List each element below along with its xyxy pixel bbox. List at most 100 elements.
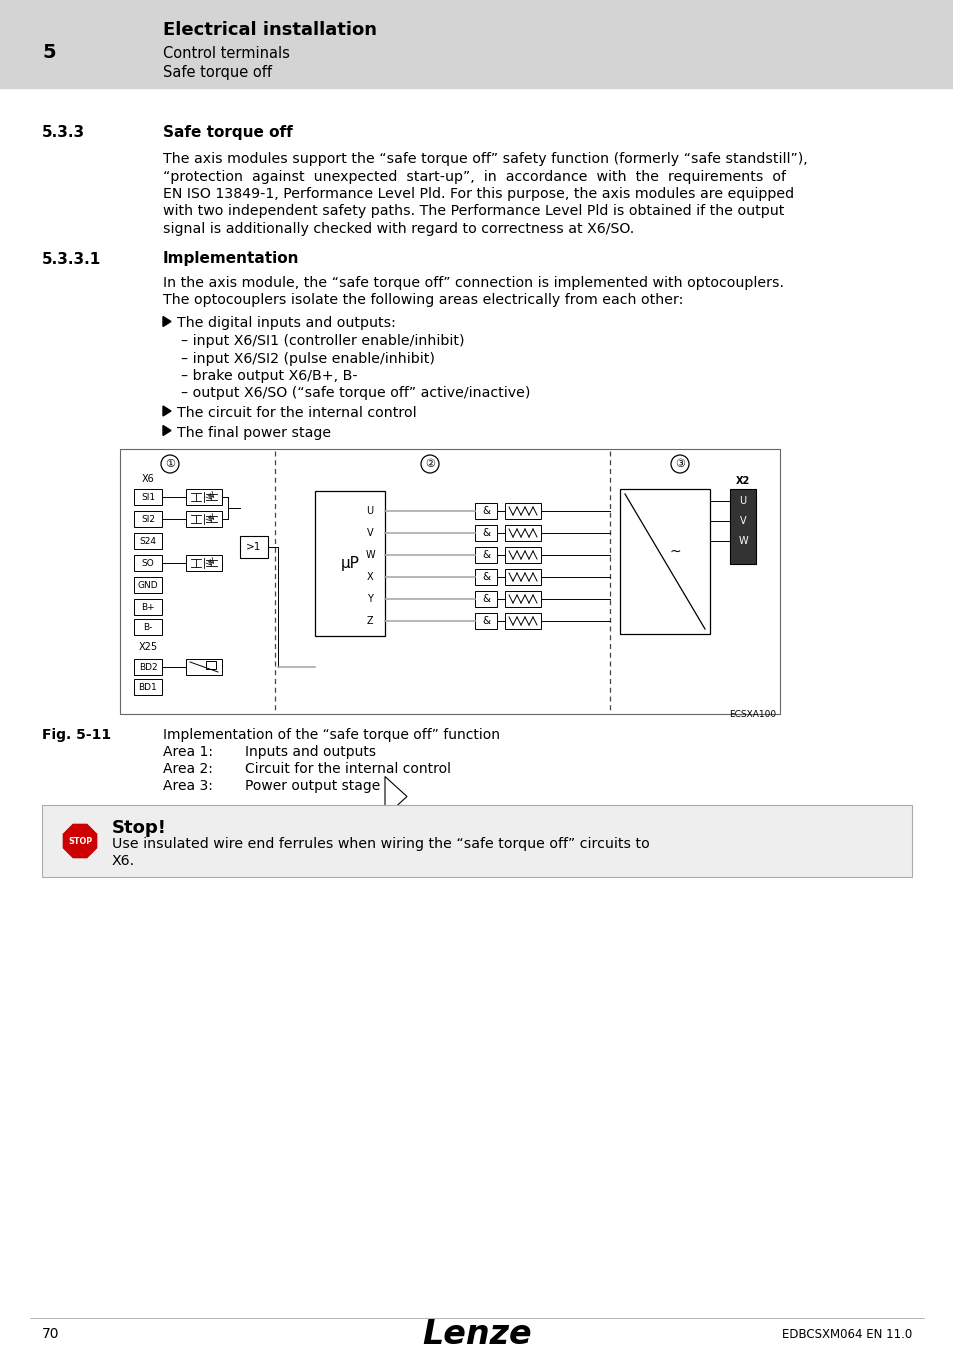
Bar <box>475 525 497 541</box>
Text: with two independent safety paths. The Performance Level Pld is obtained if the : with two independent safety paths. The P… <box>163 204 783 219</box>
Text: 70: 70 <box>42 1327 59 1341</box>
Text: X25: X25 <box>138 643 157 652</box>
Text: ~: ~ <box>668 544 680 559</box>
Text: – input X6/SI1 (controller enable/inhibit): – input X6/SI1 (controller enable/inhibi… <box>181 333 464 348</box>
Bar <box>186 489 222 505</box>
Bar <box>475 568 497 585</box>
Text: Fig. 5-11: Fig. 5-11 <box>42 728 111 743</box>
Text: V: V <box>366 528 373 539</box>
Text: BD1: BD1 <box>138 683 157 693</box>
Text: GND: GND <box>137 582 158 590</box>
Bar <box>619 489 709 634</box>
Text: X2: X2 <box>735 477 749 486</box>
Text: signal is additionally checked with regard to correctness at X6/SO.: signal is additionally checked with rega… <box>163 221 634 236</box>
Text: Inputs and outputs: Inputs and outputs <box>245 745 375 759</box>
Polygon shape <box>163 406 171 416</box>
Text: U: U <box>366 506 374 516</box>
Text: Lenze: Lenze <box>422 1318 531 1350</box>
Text: The axis modules support the “safe torque off” safety function (formerly “safe s: The axis modules support the “safe torqu… <box>163 153 807 166</box>
Polygon shape <box>63 825 96 857</box>
Bar <box>475 547 497 563</box>
Text: Y: Y <box>367 594 373 603</box>
Bar <box>504 504 540 518</box>
Text: BD2: BD2 <box>138 663 157 672</box>
Text: &: & <box>481 572 490 582</box>
Text: X6: X6 <box>141 474 154 485</box>
Text: >1: >1 <box>246 541 261 552</box>
Text: Area 3:: Area 3: <box>163 779 213 792</box>
Bar <box>186 555 222 571</box>
Text: &: & <box>481 594 490 603</box>
Bar <box>240 536 268 558</box>
Text: &: & <box>481 506 490 516</box>
Bar <box>504 547 540 563</box>
Text: EN ISO 13849-1, Performance Level Pld. For this purpose, the axis modules are eq: EN ISO 13849-1, Performance Level Pld. F… <box>163 188 793 201</box>
Text: V: V <box>739 516 745 526</box>
Text: In the axis module, the “safe torque off” connection is implemented with optocou: In the axis module, the “safe torque off… <box>163 275 783 289</box>
Text: 5.3.3.1: 5.3.3.1 <box>42 251 101 266</box>
Bar <box>186 512 222 526</box>
Text: &: & <box>481 528 490 539</box>
Bar <box>133 489 162 505</box>
Bar <box>504 525 540 541</box>
Bar <box>133 512 162 526</box>
Text: W: W <box>738 536 747 545</box>
Bar <box>133 659 162 675</box>
Text: The circuit for the internal control: The circuit for the internal control <box>177 406 416 420</box>
Bar <box>504 568 540 585</box>
Text: Safe torque off: Safe torque off <box>163 126 293 140</box>
Text: – brake output X6/B+, B-: – brake output X6/B+, B- <box>181 369 357 383</box>
Text: Electrical installation: Electrical installation <box>163 22 376 39</box>
Bar <box>504 591 540 608</box>
Bar <box>133 679 162 695</box>
Text: X6.: X6. <box>112 855 135 868</box>
Text: μP: μP <box>340 556 359 571</box>
Text: Use insulated wire end ferrules when wiring the “safe torque off” circuits to: Use insulated wire end ferrules when wir… <box>112 837 649 850</box>
Text: 5: 5 <box>42 42 55 62</box>
Text: – input X6/SI2 (pulse enable/inhibit): – input X6/SI2 (pulse enable/inhibit) <box>181 351 435 366</box>
Text: &: & <box>481 549 490 560</box>
Text: 5.3.3: 5.3.3 <box>42 126 85 140</box>
Bar <box>133 599 162 616</box>
Text: &: & <box>481 616 490 626</box>
Text: SI2: SI2 <box>141 516 154 525</box>
Text: W: W <box>365 549 375 560</box>
Bar <box>186 659 222 675</box>
Bar <box>120 450 780 714</box>
Bar <box>206 662 215 670</box>
Text: SO: SO <box>141 559 154 568</box>
Bar <box>504 613 540 629</box>
Text: ②: ② <box>424 459 435 468</box>
Text: ③: ③ <box>675 459 684 468</box>
Text: Implementation: Implementation <box>163 251 299 266</box>
Text: “protection  against  unexpected  start-up”,  in  accordance  with  the  require: “protection against unexpected start-up”… <box>163 170 785 184</box>
Text: ECSXA100: ECSXA100 <box>728 710 775 720</box>
Bar <box>42 805 911 878</box>
Text: B-: B- <box>143 624 152 633</box>
Bar <box>729 489 755 564</box>
Text: Stop!: Stop! <box>112 819 167 837</box>
Polygon shape <box>163 425 171 436</box>
Bar <box>133 576 162 593</box>
Bar <box>133 620 162 634</box>
Text: – output X6/SO (“safe torque off” active/inactive): – output X6/SO (“safe torque off” active… <box>181 386 530 401</box>
Bar <box>475 504 497 518</box>
Bar <box>133 533 162 549</box>
Bar <box>314 491 385 636</box>
Bar <box>475 591 497 608</box>
Bar <box>475 613 497 629</box>
Text: The final power stage: The final power stage <box>177 425 331 440</box>
Bar <box>0 0 953 88</box>
Text: STOP: STOP <box>68 837 92 845</box>
Text: Control terminals: Control terminals <box>163 46 290 61</box>
Text: EDBCSXM064 EN 11.0: EDBCSXM064 EN 11.0 <box>781 1327 911 1341</box>
Text: Circuit for the internal control: Circuit for the internal control <box>245 761 451 776</box>
Bar <box>133 555 162 571</box>
Text: ①: ① <box>165 459 174 468</box>
Text: The digital inputs and outputs:: The digital inputs and outputs: <box>177 316 395 331</box>
Text: SI1: SI1 <box>141 494 155 502</box>
Text: S24: S24 <box>139 537 156 547</box>
Text: Power output stage: Power output stage <box>245 779 380 792</box>
Text: Area 1:: Area 1: <box>163 745 213 759</box>
Text: The optocouplers isolate the following areas electrically from each other:: The optocouplers isolate the following a… <box>163 293 682 306</box>
